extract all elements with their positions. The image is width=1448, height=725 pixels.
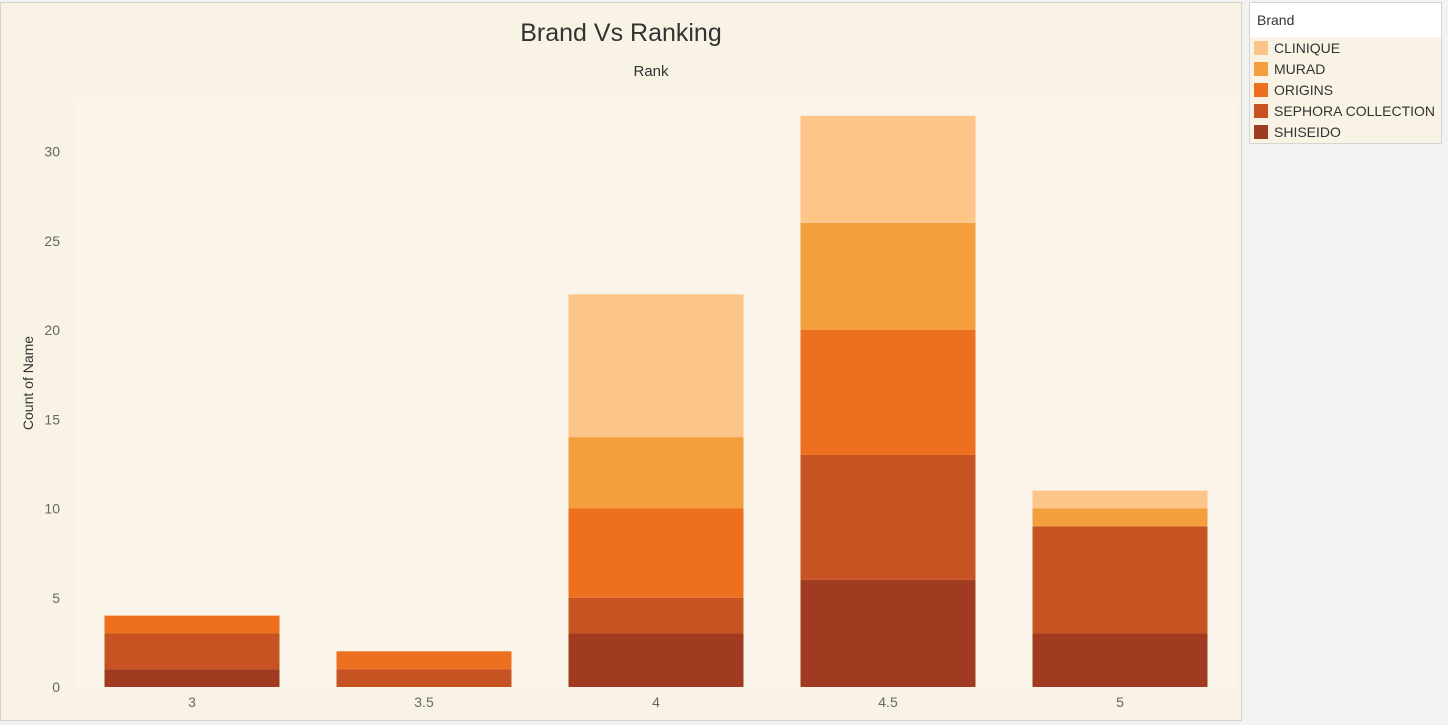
legend-items: CLINIQUE MURAD ORIGINS SEPHORA COLLECTION SH… xyxy=(1250,37,1441,142)
x-tick-label: 4 xyxy=(652,694,660,710)
bar-segment xyxy=(1032,633,1208,687)
legend-item[interactable]: MURAD xyxy=(1250,58,1441,79)
bar-segment xyxy=(336,669,512,687)
bar-segment xyxy=(1032,508,1208,527)
legend-swatch xyxy=(1254,40,1268,55)
bar-segment xyxy=(568,508,744,598)
y-tick-label: 20 xyxy=(44,322,60,338)
bar-segment xyxy=(568,437,744,509)
legend-title: Brand xyxy=(1250,3,1441,37)
bar-segment xyxy=(104,633,280,670)
x-tick-label: 4.5 xyxy=(878,694,898,710)
bar-segment xyxy=(800,115,976,223)
legend-item[interactable]: SHISEIDO xyxy=(1250,121,1441,142)
bar-segment xyxy=(336,651,512,670)
legend-item[interactable]: CLINIQUE xyxy=(1250,37,1441,58)
legend-swatch xyxy=(1254,124,1268,139)
legend-label: ORIGINS xyxy=(1274,81,1334,98)
y-tick-label: 25 xyxy=(44,233,60,249)
legend-item[interactable]: SEPHORA COLLECTION xyxy=(1250,100,1441,121)
legend-swatch xyxy=(1254,103,1268,118)
bar-segment xyxy=(1032,526,1208,634)
x-axis-header: Rank xyxy=(633,63,669,80)
legend-swatch xyxy=(1254,82,1268,97)
legend: Brand CLINIQUE MURAD ORIGINS SEPHORA COLLEC… xyxy=(1249,2,1442,144)
y-tick-label: 10 xyxy=(44,501,60,517)
chart-panel: Brand Vs Ranking Rank Count of Name 0 5 10… xyxy=(0,2,1242,721)
x-tick-label: 3.5 xyxy=(414,694,434,710)
x-tick-label: 5 xyxy=(1116,694,1124,710)
bar-segment xyxy=(104,615,280,634)
legend-label: SHISEIDO xyxy=(1274,123,1341,140)
legend-swatch xyxy=(1254,61,1268,76)
legend-label: CLINIQUE xyxy=(1274,39,1341,56)
chart-title: Brand Vs Ranking xyxy=(520,19,722,47)
bar-chart: 0 5 10 15 20 25 30 3 3.5 4 4.5 5 xyxy=(44,97,1236,710)
bar-segment xyxy=(800,454,976,580)
y-tick-label: 0 xyxy=(52,679,60,695)
bar-segment xyxy=(800,579,976,687)
y-tick-label: 15 xyxy=(44,411,60,427)
bar-segment xyxy=(568,294,744,438)
bar-segment xyxy=(1032,490,1208,509)
legend-item[interactable]: ORIGINS xyxy=(1250,79,1441,100)
bar-segment xyxy=(104,669,280,687)
bar-segment xyxy=(568,597,744,634)
bar-segment xyxy=(568,633,744,687)
y-tick-label: 30 xyxy=(44,144,60,160)
x-tick-label: 3 xyxy=(188,694,196,710)
legend-label: MURAD xyxy=(1274,60,1326,77)
y-tick-label: 5 xyxy=(52,590,60,606)
bar-segment xyxy=(800,330,976,455)
legend-label: SEPHORA COLLECTION xyxy=(1274,102,1436,119)
bar-segment xyxy=(800,222,976,330)
